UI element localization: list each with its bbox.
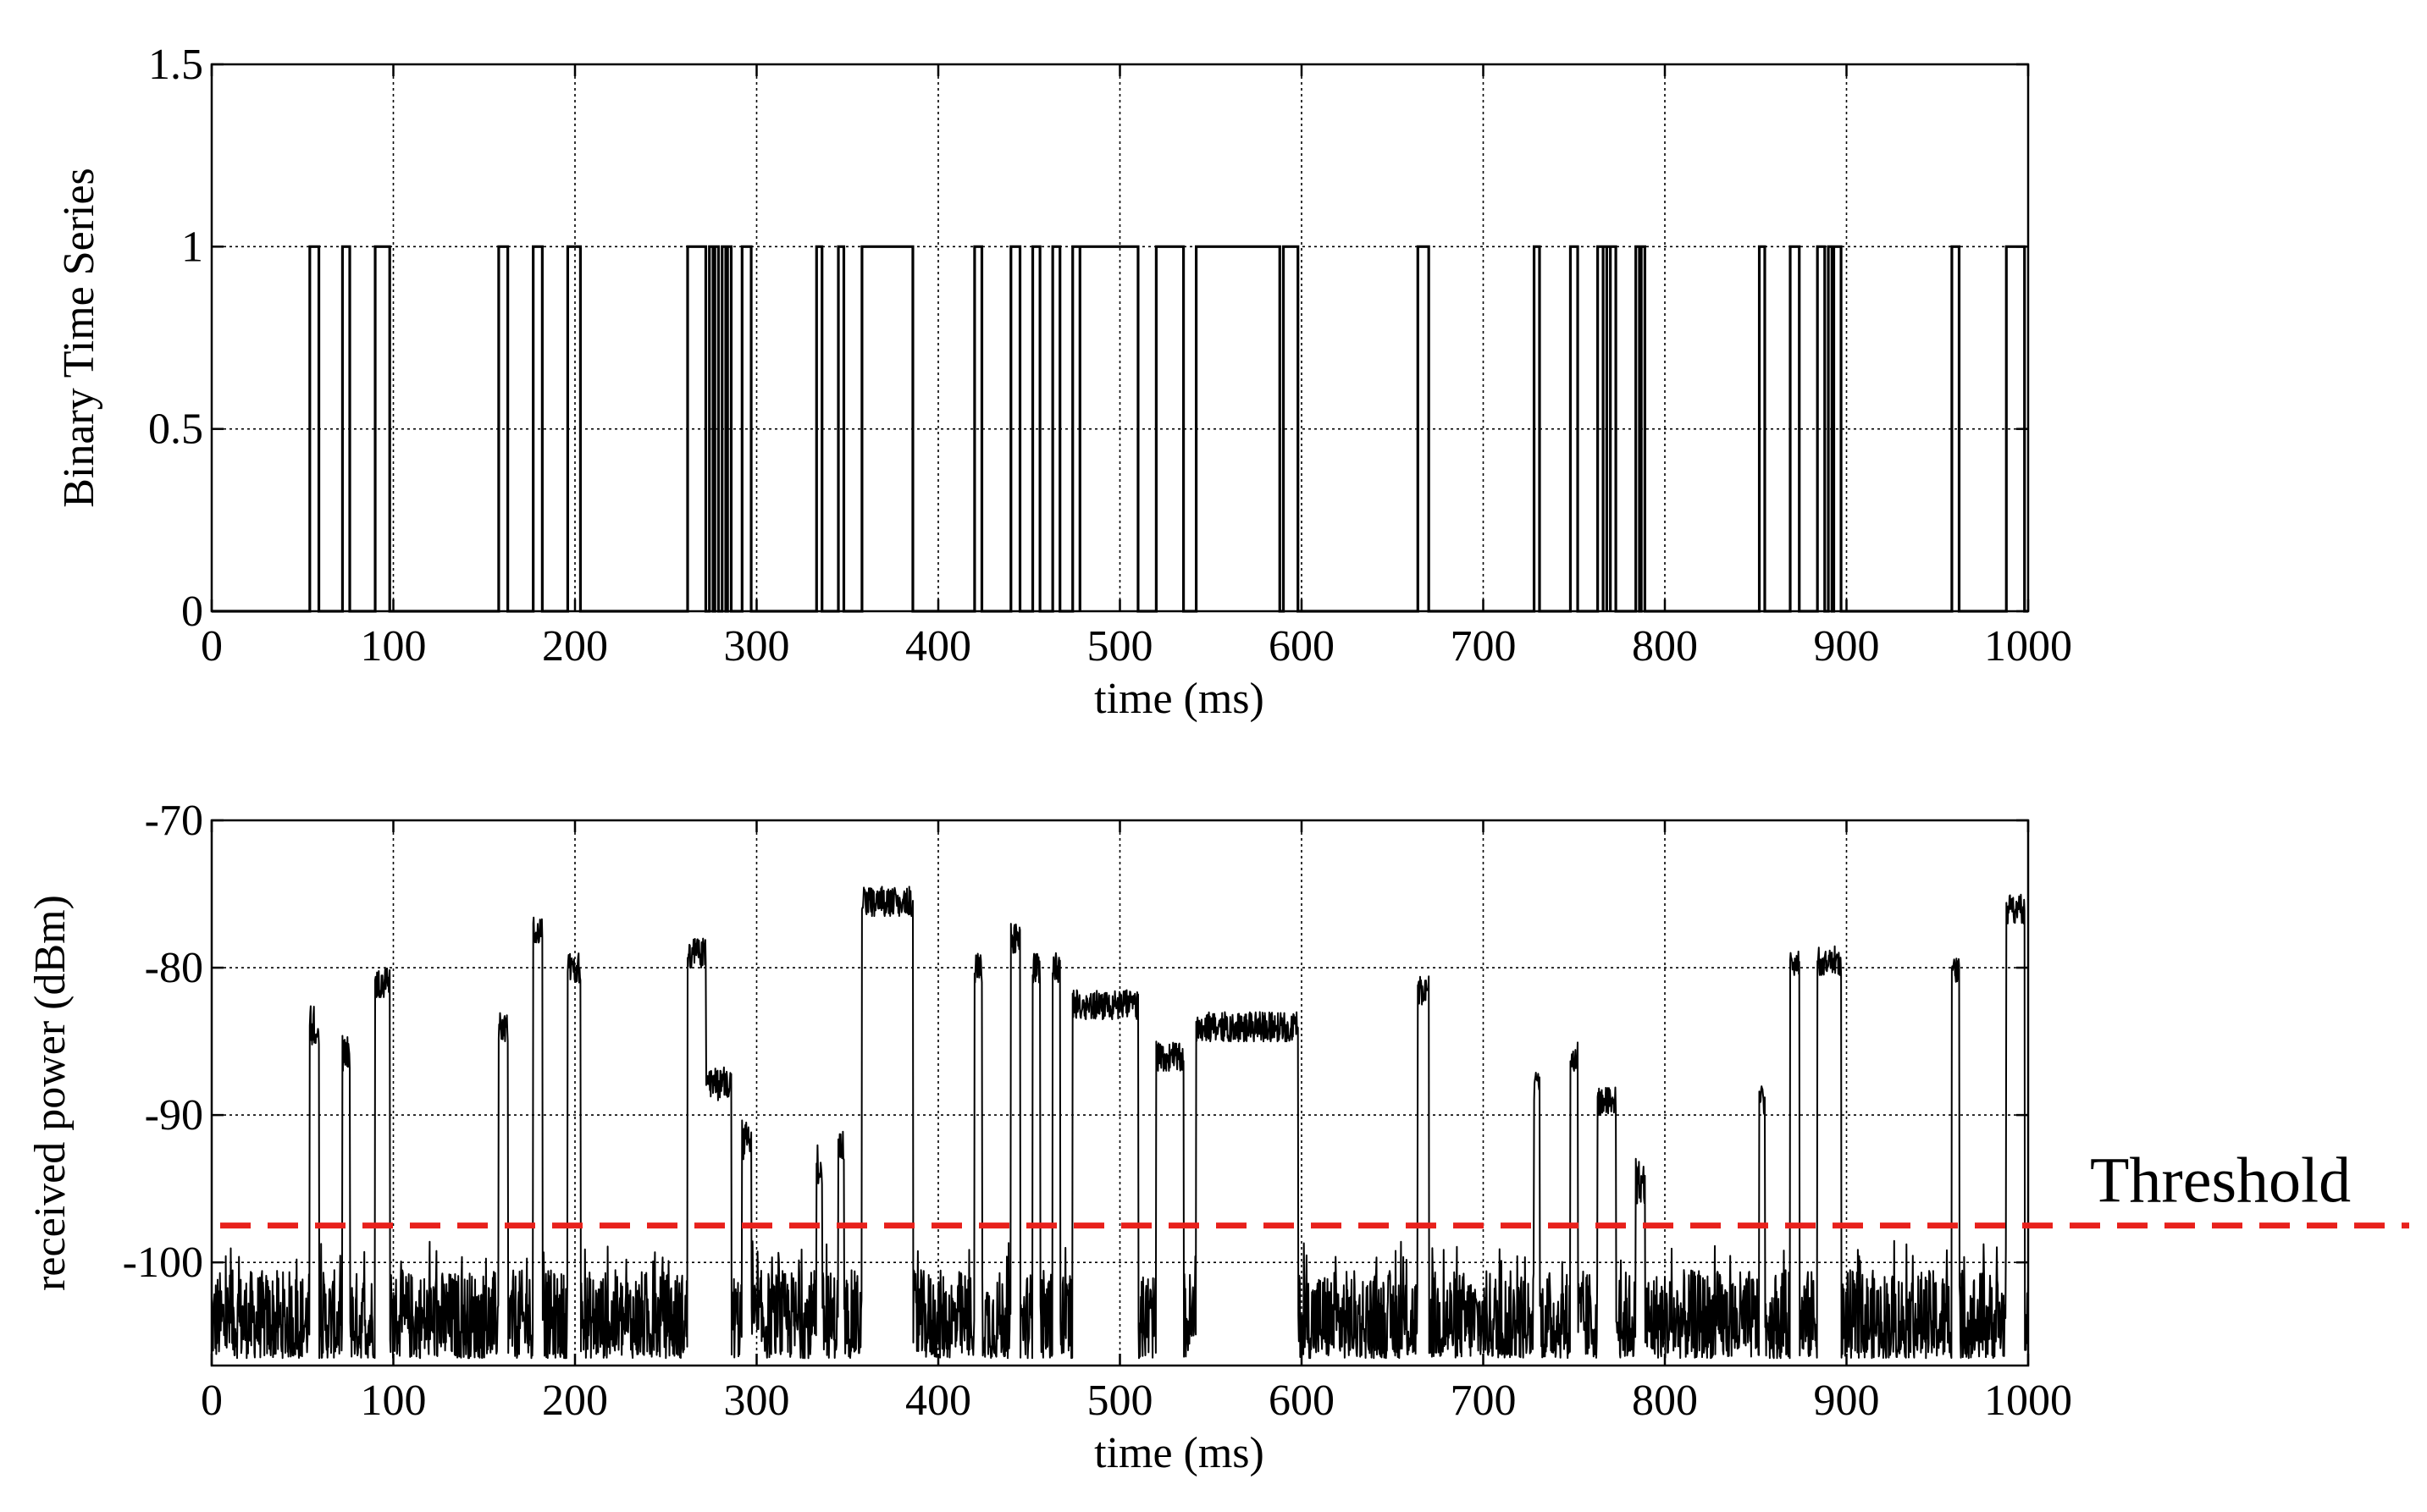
bin-x-tick-label: 400 (905, 622, 971, 670)
pow-x-tick-label: 400 (905, 1377, 971, 1425)
pow-y-tick-label: -70 (145, 797, 203, 845)
bin-x-tick-label: 700 (1451, 622, 1517, 670)
bin-y-tick-label: 0 (181, 588, 203, 636)
binary-x-axis-label: time (ms) (1094, 675, 1264, 723)
binary-y-axis-label: Binary Time Series (55, 168, 103, 508)
pow-x-tick-label: 0 (201, 1377, 223, 1425)
bin-x-tick-label: 600 (1269, 622, 1335, 670)
binary-grid (212, 64, 2028, 611)
bin-x-tick-label: 1000 (1984, 622, 2072, 670)
power-tick-marks (210, 819, 2030, 1366)
received-power-line (211, 886, 2029, 1360)
pow-x-tick-label: 1000 (1984, 1377, 2072, 1425)
power-y-axis-label: received power (dBm) (26, 895, 75, 1291)
bin-x-tick-label: 800 (1632, 622, 1698, 670)
received-power-panel: 0 100 200 300 400 500 600 700 800 900 1000 -70-80-… (26, 797, 2409, 1477)
bin-x-tick-label: 300 (724, 622, 790, 670)
bin-y-tick-label: 0.5 (148, 406, 203, 454)
power-x-axis-label: time (ms) (1094, 1429, 1264, 1477)
pow-x-tick-label: 800 (1632, 1377, 1698, 1425)
binary-series-panel: 0 100 200 300 400 500 600 700 800 900 1000 0 0.5 1 1.… (55, 41, 2072, 723)
pow-x-tick-label: 500 (1087, 1377, 1153, 1425)
pow-x-tick-label: 200 (542, 1377, 608, 1425)
threshold-label: Threshold (2090, 1145, 2351, 1217)
bin-x-tick-label: 500 (1087, 622, 1153, 670)
bin-x-tick-label: 900 (1814, 622, 1880, 670)
binary-x-tick-labels: 0 100 200 300 400 500 600 700 800 900 1000 (201, 622, 2072, 670)
power-x-tick-labels: 0 100 200 300 400 500 600 700 800 900 1000 (201, 1377, 2072, 1425)
binary-tick-marks (210, 63, 2030, 613)
power-y-tick-labels: -70 -80 -90 -100 (123, 797, 203, 1287)
bin-x-tick-label: 0 (201, 622, 223, 670)
pow-x-tick-label: 300 (724, 1377, 790, 1425)
pow-y-tick-label: -90 (145, 1091, 203, 1140)
pow-x-tick-label: 100 (361, 1377, 427, 1425)
binary-y-tick-labels: 0 0.5 1 1.5 (148, 41, 203, 636)
pow-x-tick-label: 900 (1814, 1377, 1880, 1425)
binary-series-line (212, 245, 2028, 613)
pow-x-tick-label: 700 (1451, 1377, 1517, 1425)
bin-x-tick-label: 200 (542, 622, 608, 670)
pow-y-tick-label: -100 (123, 1239, 203, 1287)
bin-y-tick-label: 1.5 (148, 41, 203, 89)
pow-y-tick-label: -80 (145, 944, 203, 992)
power-grid (212, 820, 2028, 1366)
bin-y-tick-label: 1 (181, 223, 203, 271)
pow-x-tick-label: 600 (1269, 1377, 1335, 1425)
bin-x-tick-label: 100 (361, 622, 427, 670)
